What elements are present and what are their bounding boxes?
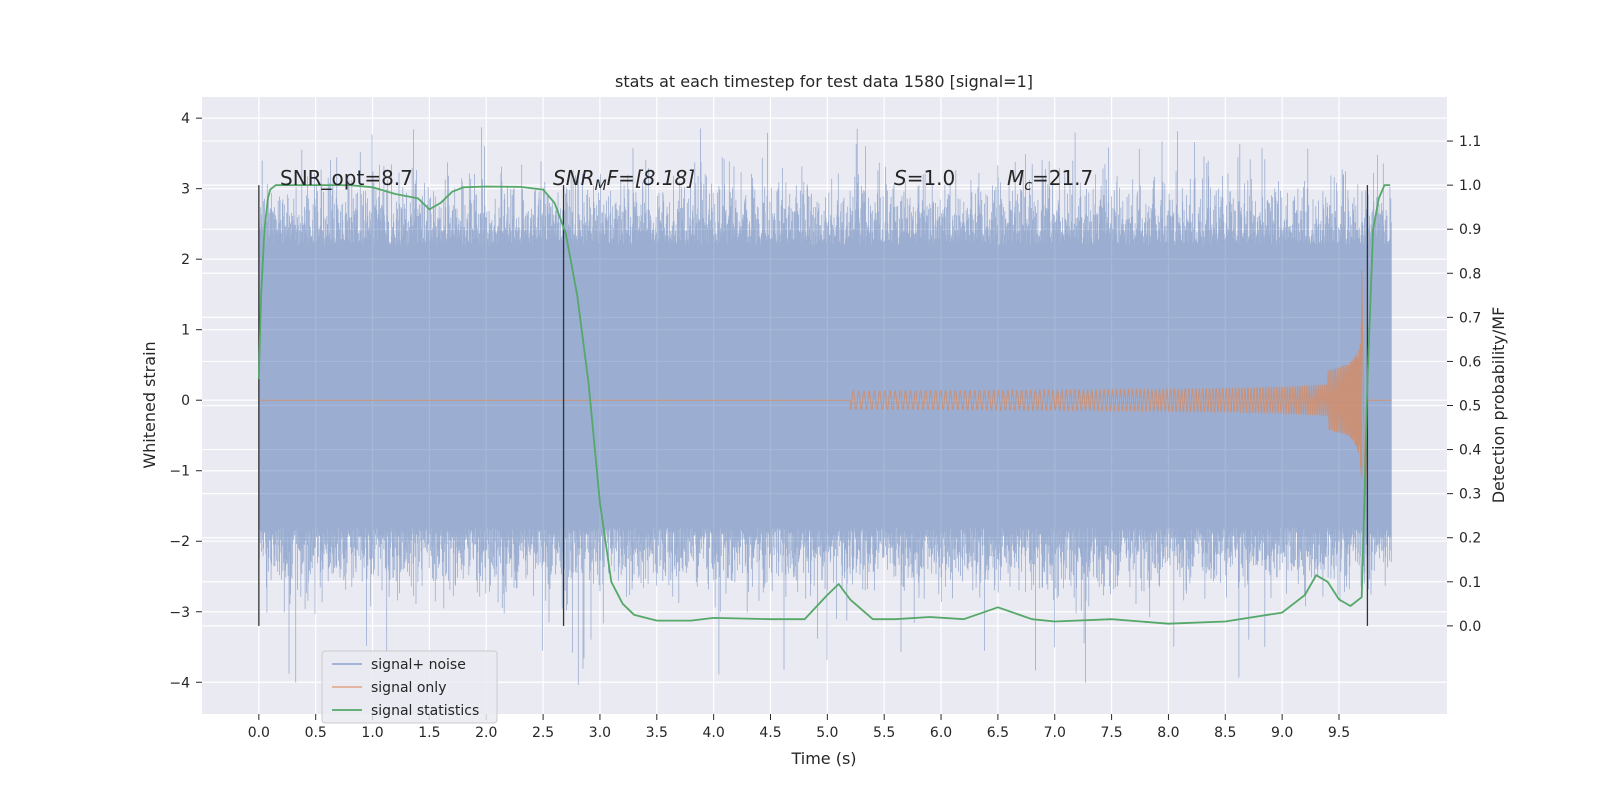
x-tick-label: 1.5 — [418, 725, 440, 741]
y-left-axis-ticks: −4 −3 −2 −1 0 1 2 3 4 — [169, 111, 202, 691]
x-tick-label: 2.5 — [532, 725, 554, 741]
legend-box — [321, 650, 498, 724]
y-right-tick-label: 0.5 — [1459, 399, 1481, 415]
annotation-snr-mf: SNRMF=[8.18] — [553, 166, 695, 194]
x-tick-label: 2.0 — [475, 725, 497, 741]
annotation-snr-mf-sub: M — [595, 178, 607, 194]
x-tick-label: 6.0 — [930, 725, 952, 741]
x-tick-label: 4.5 — [759, 725, 781, 741]
annotation-mc-sub: c — [1024, 178, 1032, 194]
y-right-tick-label: 0.6 — [1459, 354, 1481, 370]
x-tick-label: 6.5 — [987, 725, 1009, 741]
x-tick-label: 7.0 — [1044, 725, 1066, 741]
y-left-tick-label: 4 — [181, 111, 190, 127]
y-left-tick-label: 2 — [181, 252, 190, 268]
y-axis-left-label: Whitened strain — [140, 341, 159, 468]
signal-statistics-series — [257, 184, 1391, 625]
signal-statistics-line — [257, 184, 1391, 625]
y-left-tick-label: −1 — [169, 464, 190, 480]
y-right-tick-label: 1.0 — [1459, 178, 1481, 194]
x-tick-label: 0.5 — [305, 725, 327, 741]
signal-only-trace — [258, 269, 1392, 514]
y-left-tick-label: −4 — [169, 675, 190, 691]
x-tick-label: 9.0 — [1271, 725, 1293, 741]
y-right-tick-label: 0.3 — [1459, 487, 1481, 503]
y-right-tick-label: 0.4 — [1459, 443, 1481, 459]
x-tick-label: 0.0 — [248, 725, 270, 741]
x-tick-label: 3.5 — [646, 725, 668, 741]
annotation-s: S=1.0 — [894, 166, 955, 190]
y-left-tick-label: −3 — [169, 605, 190, 621]
y-right-tick-label: 0.1 — [1459, 575, 1481, 591]
x-tick-label: 4.0 — [703, 725, 725, 741]
signal-only-series — [258, 269, 1392, 514]
x-tick-label: 1.0 — [361, 725, 383, 741]
y-axis-right-label: Detection probability/MF — [1489, 307, 1508, 504]
y-left-tick-label: 3 — [181, 182, 190, 198]
legend-label-signal-noise: signal+ noise — [371, 657, 466, 673]
x-tick-label: 8.0 — [1157, 725, 1179, 741]
annotation-snr-mf-suffix: F=[8.18] — [607, 166, 695, 190]
y-right-tick-label: 0.7 — [1459, 310, 1481, 326]
x-tick-label: 7.5 — [1100, 725, 1122, 741]
y-left-tick-label: 0 — [181, 393, 190, 409]
x-tick-label: 9.5 — [1328, 725, 1350, 741]
legend-label-signal-only: signal only — [371, 680, 446, 696]
y-right-tick-label: 1.1 — [1459, 134, 1481, 150]
legend: signal+ noise signal only signal statist… — [321, 650, 498, 724]
y-right-tick-label: 0.9 — [1459, 222, 1481, 238]
x-tick-label: 5.0 — [816, 725, 838, 741]
legend-label-signal-statistics: signal statistics — [371, 703, 479, 719]
annotation-mc-prefix: M — [1007, 166, 1024, 190]
annotation-mc-suffix: =21.7 — [1032, 166, 1093, 190]
x-tick-label: 8.5 — [1214, 725, 1236, 741]
y-right-tick-label: 0.8 — [1459, 266, 1481, 282]
annotation-snr-opt: SNR_opt=8.7 — [280, 166, 413, 190]
y-right-tick-label: 0.0 — [1459, 619, 1481, 635]
annotation-mc: Mc=21.7 — [1007, 166, 1093, 194]
y-right-tick-label: 0.2 — [1459, 531, 1481, 547]
annotation-snr-mf-prefix: SNR — [553, 166, 595, 190]
y-left-tick-label: −2 — [169, 534, 190, 550]
x-tick-label: 3.0 — [589, 725, 611, 741]
y-left-tick-label: 1 — [181, 323, 190, 339]
x-tick-label: 5.5 — [873, 725, 895, 741]
x-axis-ticks: 0.0 0.5 1.0 1.5 2.0 2.5 3.0 3.5 4.0 4.5 5.0 5.5 6.0 6… — [248, 714, 1350, 741]
x-axis-label: Time (s) — [790, 749, 856, 768]
annotation-s-suffix: =1.0 — [907, 166, 956, 190]
chart-title: stats at each timestep for test data 158… — [615, 72, 1033, 91]
annotation-s-prefix: S — [894, 166, 907, 190]
y-right-axis-ticks: 0.0 0.1 0.2 0.3 0.4 0.5 0.6 0.7 0.8 0.9 1.0 1.1 — [1447, 134, 1481, 635]
